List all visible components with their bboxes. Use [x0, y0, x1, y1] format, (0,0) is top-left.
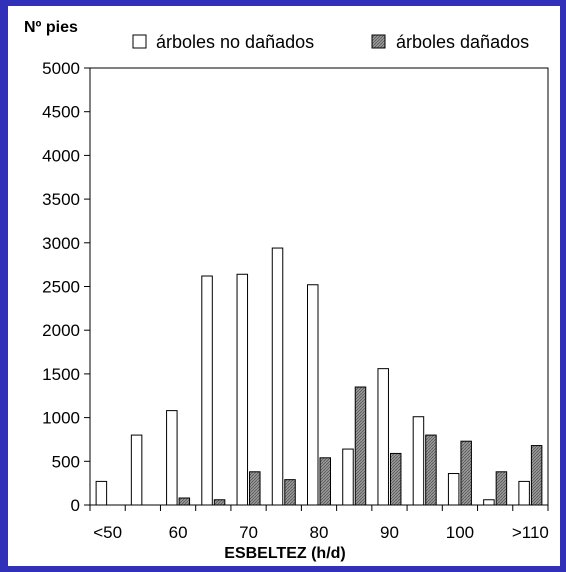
x-tick-label: 70: [239, 523, 258, 542]
y-tick-label: 4500: [42, 103, 80, 122]
y-tick-label: 3500: [42, 190, 80, 209]
legend-label-damaged: árboles dañados: [396, 32, 529, 52]
bar-damaged: [213, 499, 226, 506]
bar-undamaged: [412, 416, 425, 506]
chart-frame: Nº pies ESBELTEZ (h/d) árboles no dañado…: [8, 6, 560, 566]
x-tick-label: 90: [380, 523, 399, 542]
y-tick-label: 500: [52, 452, 80, 471]
legend-swatch-damaged: [371, 34, 386, 49]
bar-undamaged: [307, 284, 319, 506]
x-tick-label: 100: [446, 523, 474, 542]
bar-damaged: [460, 440, 472, 506]
x-tick-label: >110: [512, 523, 549, 542]
y-tick-label: 4000: [42, 146, 80, 165]
x-tick-label: 80: [310, 523, 329, 542]
bar-damaged: [495, 471, 508, 506]
legend: árboles no dañados árboles dañados: [132, 32, 529, 52]
bar-undamaged: [95, 480, 108, 506]
bar-damaged: [178, 497, 191, 506]
bar-undamaged: [201, 275, 213, 506]
bar-undamaged: [236, 273, 249, 506]
bar-damaged: [284, 479, 296, 506]
y-tick-label: 2500: [42, 278, 80, 297]
plot-area: 0 500 1000 1500 2000 2500 3000 3500 4000 4500 5000…: [42, 59, 549, 542]
bar-undamaged: [166, 410, 178, 506]
bar-undamaged: [447, 473, 460, 506]
x-axis: <50 60 70 80 90 100 >110: [89, 505, 549, 542]
y-tick-label: 5000: [42, 59, 80, 78]
y-tick-label: 2000: [42, 321, 80, 340]
legend-swatch-undamaged: [132, 34, 147, 49]
y-tick-label: 1500: [42, 365, 80, 384]
x-axis-title: ESBELTEZ (h/d): [224, 545, 345, 562]
bar-damaged: [389, 452, 402, 506]
bar-damaged: [249, 471, 261, 506]
x-tick-label: <50: [93, 523, 122, 542]
bar-undamaged: [483, 499, 495, 506]
y-axis: 0 500 1000 1500 2000 2500 3000 3500 4000 4500 5000: [42, 59, 90, 515]
y-tick-label: 0: [71, 496, 80, 515]
bar-undamaged: [342, 448, 354, 506]
bars: [95, 247, 543, 506]
bar-chart: Nº pies ESBELTEZ (h/d) árboles no dañado…: [24, 19, 549, 562]
bar-undamaged: [130, 434, 143, 506]
legend-label-undamaged: árboles no dañados: [156, 32, 314, 52]
bar-damaged: [319, 457, 331, 506]
bar-damaged: [354, 386, 367, 506]
x-tick-label: 60: [169, 523, 188, 542]
bar-undamaged: [377, 368, 389, 506]
y-tick-label: 1000: [42, 409, 80, 428]
y-tick-label: 3000: [42, 234, 80, 253]
plot-border: [89, 67, 549, 506]
bar-undamaged: [271, 247, 284, 506]
bar-damaged: [530, 445, 543, 506]
y-axis-title: Nº pies: [24, 19, 78, 36]
bar-damaged: [425, 434, 437, 506]
bar-undamaged: [518, 480, 530, 506]
